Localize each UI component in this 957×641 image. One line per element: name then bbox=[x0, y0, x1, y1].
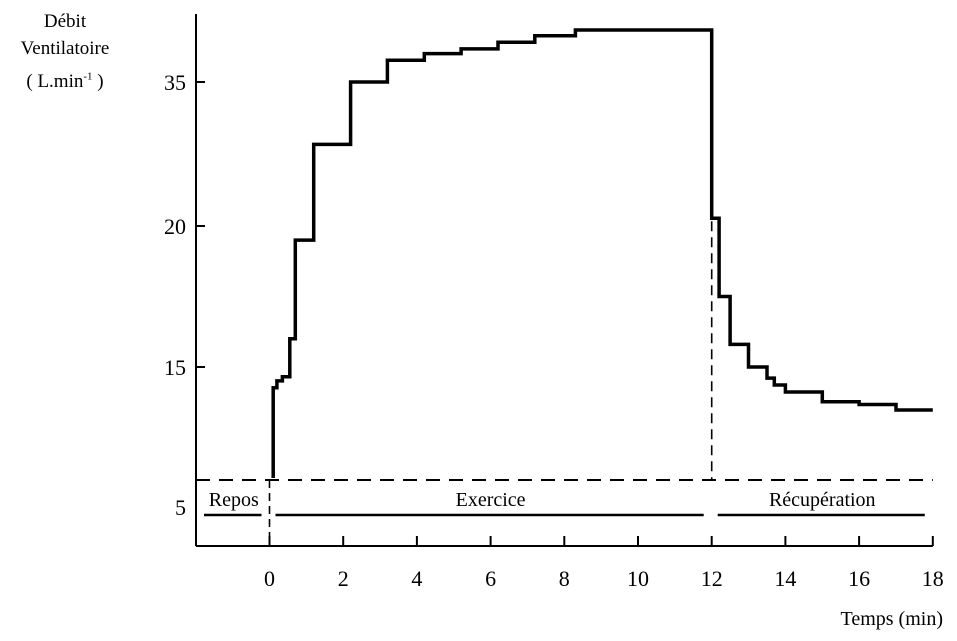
y-tick-label: 35 bbox=[164, 70, 186, 95]
x-tick-label: 4 bbox=[411, 566, 422, 591]
x-tick-label: 6 bbox=[485, 566, 496, 591]
x-tick-label: 16 bbox=[848, 566, 870, 591]
phase-label: Récupération bbox=[769, 489, 876, 511]
x-tick-label: 12 bbox=[701, 566, 723, 591]
x-tick-label: 14 bbox=[774, 566, 796, 591]
x-tick-label: 0 bbox=[264, 566, 275, 591]
x-axis-label: Temps (min) bbox=[840, 608, 943, 630]
y-label-unit: ( L.min-1 ) bbox=[0, 70, 130, 94]
y-tick-label: 20 bbox=[164, 214, 186, 239]
x-tick-label: 2 bbox=[338, 566, 349, 591]
y-label-line2: Ventilatoire bbox=[20, 38, 110, 59]
x-tick-label: 18 bbox=[922, 566, 944, 591]
y-tick-label: 15 bbox=[164, 355, 186, 380]
y-label-unit-suffix: ) bbox=[92, 71, 104, 92]
y-tick-label: 5 bbox=[175, 495, 186, 520]
phase-label: Repos bbox=[209, 489, 259, 511]
x-tick-label: 8 bbox=[559, 566, 570, 591]
y-label-unit-exponent: -1 bbox=[83, 70, 93, 83]
phase-label: Exercice bbox=[456, 489, 526, 511]
y-label-unit-prefix: ( L.min bbox=[26, 71, 84, 92]
ventilation-series-line bbox=[271, 28, 933, 478]
x-tick-label: 10 bbox=[627, 566, 649, 591]
y-label-line1: Débit bbox=[43, 11, 87, 32]
